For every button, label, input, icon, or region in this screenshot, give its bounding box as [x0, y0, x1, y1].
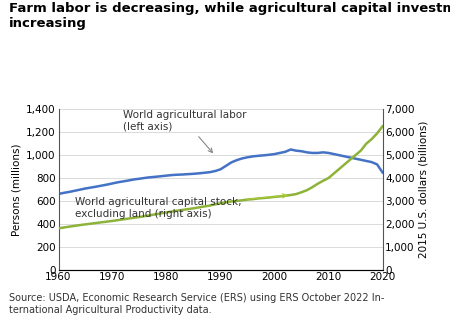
Text: Farm labor is decreasing, while agricultural capital investments are
increasing: Farm labor is decreasing, while agricult… [9, 2, 450, 30]
Text: World agricultural capital stock,
excluding land (right axis): World agricultural capital stock, exclud… [75, 194, 287, 219]
Text: World agricultural labor
(left axis): World agricultural labor (left axis) [123, 110, 247, 152]
Text: Source: USDA, Economic Research Service (ERS) using ERS October 2022 In-
ternati: Source: USDA, Economic Research Service … [9, 293, 384, 315]
Y-axis label: Persons (millions): Persons (millions) [12, 143, 22, 236]
Y-axis label: 2015 U.S. dollars (billions): 2015 U.S. dollars (billions) [419, 121, 429, 258]
